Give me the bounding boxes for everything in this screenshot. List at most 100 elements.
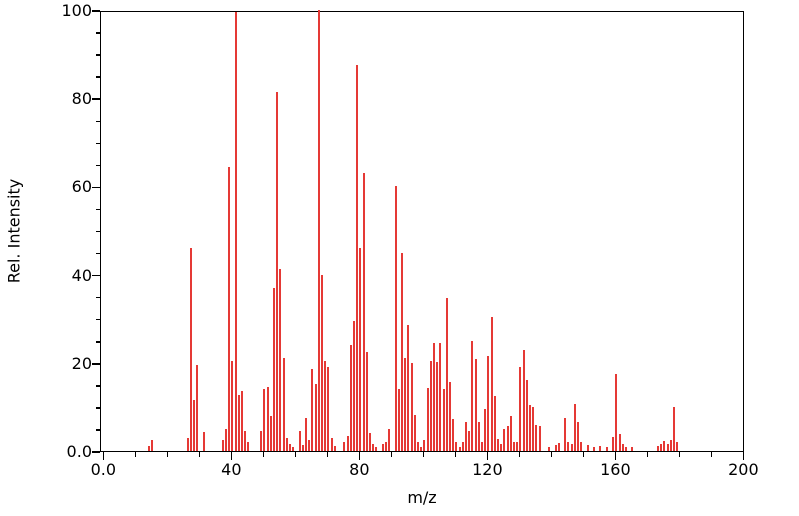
peak-bar — [356, 65, 359, 451]
axis-tick — [95, 142, 100, 145]
peak-bar — [285, 438, 288, 451]
peak-bar — [413, 414, 416, 451]
axis-tick — [486, 452, 489, 460]
peak-bar — [676, 442, 679, 451]
peak-bar — [228, 166, 231, 451]
axis-tick — [95, 230, 100, 233]
peak-bar — [487, 356, 490, 451]
peak-bar — [276, 91, 279, 451]
y-tick-label: 100 — [61, 1, 92, 20]
peak-bar — [324, 360, 327, 451]
peak-bar — [573, 403, 576, 451]
axis-tick — [454, 452, 457, 457]
peak-bar — [525, 380, 528, 451]
peak-bar — [445, 297, 448, 451]
peak-bar — [493, 395, 496, 451]
peak-bar — [576, 422, 579, 451]
peak-bar — [247, 442, 250, 451]
x-tick-label: 200 — [728, 460, 759, 479]
peak-bar — [368, 433, 371, 451]
peak-bar — [186, 437, 189, 451]
peak-bar — [224, 428, 227, 451]
peak-bar — [474, 358, 477, 451]
peak-bar — [484, 409, 487, 451]
axis-tick — [742, 452, 745, 460]
peak-bar — [442, 388, 445, 451]
axis-tick — [95, 252, 100, 255]
axis-tick — [95, 32, 100, 34]
axis-tick — [95, 54, 100, 56]
axis-tick — [710, 452, 713, 457]
peak-bar — [362, 173, 365, 451]
x-axis-title: m/z — [407, 488, 437, 507]
peak-bar — [538, 425, 541, 451]
y-tick-label: 80 — [71, 89, 92, 109]
y-tick-label: 60 — [71, 177, 92, 197]
axis-tick — [390, 452, 393, 457]
axis-tick — [294, 452, 297, 457]
peak-bar — [461, 442, 464, 451]
peak-bar — [480, 442, 483, 451]
peak-bar — [656, 445, 659, 451]
peak-bar — [506, 426, 509, 451]
peak-bar — [189, 248, 192, 451]
peak-bar — [365, 351, 368, 451]
peak-bar — [660, 444, 663, 451]
peak-bar — [468, 430, 471, 451]
peak-bar — [314, 383, 317, 451]
axis-tick — [95, 164, 100, 167]
peak-bar — [580, 442, 583, 451]
axis-tick — [326, 452, 329, 457]
peak-bar — [448, 382, 451, 451]
axis-tick — [95, 120, 100, 122]
peak-bar — [260, 431, 263, 451]
peak-bar — [272, 287, 275, 451]
peak-bar — [148, 445, 151, 451]
peak-bar — [567, 442, 570, 451]
peak-bar — [548, 446, 551, 451]
peak-bar — [416, 442, 419, 451]
axis-tick — [92, 186, 100, 189]
peak-bar — [496, 439, 499, 451]
peak-bar — [592, 446, 595, 451]
peak-bar — [535, 424, 538, 451]
peak-bar — [346, 435, 349, 451]
peak-bar — [349, 345, 352, 451]
axis-tick — [614, 452, 617, 460]
peak-bar — [464, 422, 467, 451]
axis-tick — [95, 208, 100, 211]
peak-bar — [231, 361, 234, 451]
axis-tick — [92, 274, 100, 277]
peak-bar — [234, 11, 237, 451]
axis-tick — [518, 452, 521, 457]
axis-tick — [550, 452, 553, 457]
peak-bar — [410, 362, 413, 451]
axis-tick — [134, 452, 137, 457]
peak-bar — [490, 316, 493, 451]
peak-bar — [522, 349, 525, 451]
axis-tick — [198, 452, 201, 457]
y-tick-label: 0.0 — [66, 442, 92, 461]
axis-tick — [92, 363, 100, 365]
axis-tick — [582, 452, 585, 457]
peak-bar — [621, 444, 624, 451]
peak-bar — [528, 404, 531, 451]
peak-bar — [266, 387, 269, 451]
axis-tick — [95, 407, 100, 409]
axis-tick — [166, 452, 169, 457]
y-axis-title: Rel. Intensity — [4, 178, 24, 284]
axis-tick — [95, 429, 100, 431]
x-tick-label: 160 — [600, 460, 631, 479]
peak-bar — [564, 418, 567, 451]
peak-bar — [269, 415, 272, 451]
peak-bar — [221, 439, 224, 451]
peak-bar — [244, 430, 247, 451]
peak-bar — [420, 446, 423, 451]
peak-bar — [471, 340, 474, 451]
peak-bar — [458, 446, 461, 451]
peak-bar — [375, 446, 378, 451]
peak-bar — [317, 10, 320, 451]
peak-bar — [279, 268, 282, 451]
peak-bar — [202, 432, 205, 451]
peak-bar — [432, 342, 435, 451]
